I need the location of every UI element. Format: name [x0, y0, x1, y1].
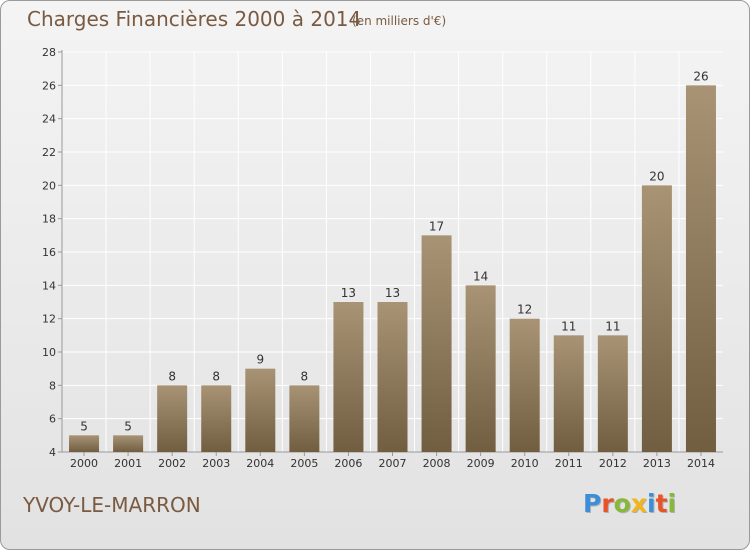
bar — [157, 385, 188, 452]
y-tick-label: 4 — [49, 446, 56, 459]
data-label: 11 — [605, 319, 620, 333]
bar — [553, 335, 584, 452]
chart-subtitle: (en milliers d'€) — [352, 14, 447, 28]
x-tick-label: 2001 — [114, 457, 142, 470]
y-tick-label: 16 — [42, 246, 56, 259]
data-label: 5 — [80, 419, 88, 433]
y-tick-label: 12 — [42, 313, 56, 326]
x-tick-label: 2000 — [70, 457, 98, 470]
data-label: 13 — [385, 286, 400, 300]
x-tick-label: 2014 — [687, 457, 715, 470]
y-tick-label: 28 — [42, 46, 56, 59]
y-tick-label: 26 — [42, 79, 56, 92]
y-tick-label: 24 — [42, 113, 56, 126]
data-label: 9 — [256, 353, 264, 367]
data-label: 8 — [301, 369, 309, 383]
y-tick-label: 18 — [42, 213, 56, 226]
data-label: 17 — [429, 219, 444, 233]
y-tick-label: 10 — [42, 346, 56, 359]
y-tick-label: 20 — [42, 179, 56, 192]
bar — [421, 235, 452, 452]
bar — [641, 185, 672, 453]
bar — [113, 435, 144, 452]
data-label: 8 — [212, 369, 220, 383]
x-tick-label: 2002 — [158, 457, 186, 470]
x-tick-label: 2006 — [334, 457, 362, 470]
y-tick-label: 6 — [49, 413, 56, 426]
x-tick-label: 2010 — [511, 457, 539, 470]
bar — [465, 285, 496, 452]
data-label: 8 — [168, 369, 176, 383]
x-tick-label: 2012 — [599, 457, 627, 470]
y-tick-label: 14 — [42, 279, 56, 292]
labels: 5 2000 5 2001 8 2002 8 2003 9 2004 8 2005 13 2006 13 20… — [70, 69, 715, 470]
bar — [201, 385, 232, 452]
bar — [597, 335, 628, 452]
x-tick-label: 2004 — [246, 457, 274, 470]
chart-title: Charges Financières 2000 à 2014 — [27, 7, 362, 31]
x-tick-label: 2009 — [467, 457, 495, 470]
x-tick-label: 2008 — [423, 457, 451, 470]
data-label: 5 — [124, 419, 132, 433]
bar — [377, 302, 408, 452]
data-label: 20 — [649, 169, 664, 183]
data-label: 11 — [561, 319, 576, 333]
data-label: 13 — [341, 286, 356, 300]
x-tick-label: 2011 — [555, 457, 583, 470]
x-tick-label: 2003 — [202, 457, 230, 470]
bar — [685, 85, 716, 452]
bar — [289, 385, 320, 452]
x-tick-label: 2005 — [290, 457, 318, 470]
bar — [509, 318, 540, 452]
proxiti-logo: Proxiti — [583, 489, 677, 518]
x-tick-label: 2007 — [379, 457, 407, 470]
bar — [69, 435, 100, 452]
data-label: 26 — [693, 69, 708, 83]
data-label: 14 — [473, 269, 488, 283]
data-label: 12 — [517, 303, 532, 317]
bar — [245, 368, 276, 452]
y-tick-label: 22 — [42, 146, 56, 159]
place-name: YVOY-LE-MARRON — [23, 493, 201, 517]
bars — [69, 85, 716, 453]
bar — [333, 302, 364, 452]
x-tick-label: 2013 — [643, 457, 671, 470]
y-tick-label: 8 — [49, 379, 56, 392]
